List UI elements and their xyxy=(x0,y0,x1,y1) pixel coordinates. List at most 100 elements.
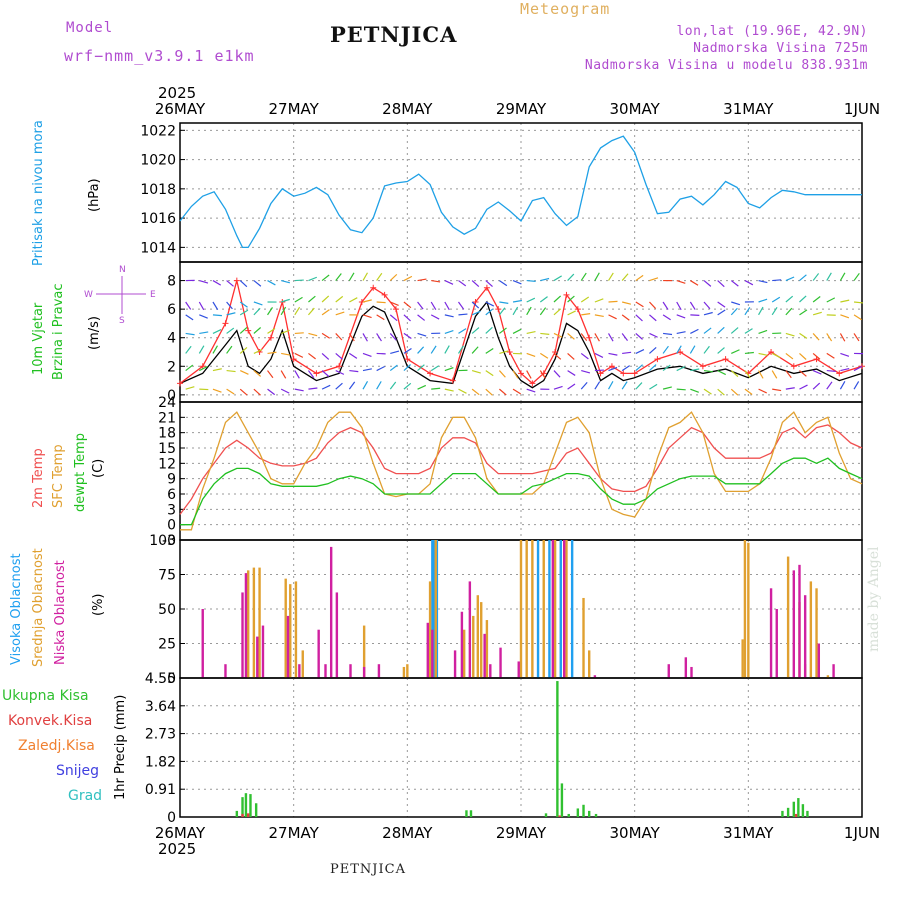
compass-e: E xyxy=(150,290,156,300)
wind-gust-marker xyxy=(427,370,434,377)
wind-arrow xyxy=(662,386,672,390)
wind-arrow xyxy=(676,314,686,319)
wind-arrow xyxy=(526,330,536,335)
wind-arrow xyxy=(499,301,509,304)
wind-arrow xyxy=(744,280,754,286)
cloud-bar xyxy=(258,567,261,678)
wind-arrow xyxy=(212,280,222,286)
wind-gust-marker xyxy=(472,299,479,305)
wind-arrow xyxy=(526,297,536,303)
cloud-bar xyxy=(402,666,406,678)
wind-arrow xyxy=(280,298,290,303)
wind-arrow xyxy=(758,279,768,284)
wind-arrow xyxy=(348,333,355,342)
wind-arrow xyxy=(444,301,450,311)
wind-arrow xyxy=(267,351,277,355)
wind-arrow xyxy=(758,298,768,303)
wind-arrow xyxy=(335,295,344,303)
temp-label-3: dewpt Temp xyxy=(73,433,88,512)
precip-bar xyxy=(797,798,800,817)
time-tick-top: 28MAY xyxy=(382,100,433,118)
wind-arrow xyxy=(799,370,807,377)
wind-arrow xyxy=(812,333,820,341)
precip-legend-convective: Konvek.Kisa xyxy=(8,713,92,729)
precip-bar xyxy=(576,808,580,817)
cloud-bar xyxy=(406,664,409,678)
pressure-ytick-label: 1020 xyxy=(140,153,176,169)
wind-arrow xyxy=(512,328,522,334)
wind-arrow xyxy=(649,347,657,354)
cloud-unit: (%) xyxy=(91,594,106,617)
wind-arrow xyxy=(785,295,794,303)
wind-arrow xyxy=(703,327,712,334)
cloud-bar xyxy=(499,647,502,678)
wind-gust-marker xyxy=(608,363,615,370)
wind-arrow xyxy=(567,352,575,360)
wind-arrow xyxy=(430,314,440,320)
wind-arrow xyxy=(267,280,276,286)
wind-arrow xyxy=(485,301,495,307)
wind-arrow xyxy=(581,369,591,374)
wind-arrow xyxy=(730,327,739,334)
wind-ytick-label: 2 xyxy=(167,359,176,375)
wind-arrow xyxy=(799,384,808,390)
lonlat-label: lon,lat (19.96E, 42.9N) xyxy=(676,24,868,39)
pressure-unit: (hPa) xyxy=(87,178,102,212)
wind-arrow xyxy=(744,328,753,334)
time-tick-top: 27MAY xyxy=(269,100,320,118)
cloud-bar xyxy=(286,615,290,678)
wind-arrow xyxy=(526,388,536,393)
cloud-bar xyxy=(817,643,821,678)
cloud-label-3: Niska Oblacnost xyxy=(53,560,68,665)
wind-arrow xyxy=(553,385,563,390)
wind-arrow xyxy=(280,388,290,394)
wind-arrow xyxy=(771,306,778,316)
precip-bar xyxy=(241,797,244,817)
wind-arrow xyxy=(812,311,822,316)
wind-arrow xyxy=(539,296,548,303)
wind-arrow xyxy=(485,280,493,287)
wind-arrow xyxy=(717,309,726,316)
precip-frame xyxy=(179,677,863,818)
wind-arrow xyxy=(690,328,699,334)
wind-arrow xyxy=(376,381,382,390)
wind-arrow xyxy=(485,388,493,396)
wind-arrow xyxy=(785,352,794,360)
wind-arrow xyxy=(730,280,739,287)
wind-arrow xyxy=(553,352,562,360)
wind-arrow xyxy=(840,352,850,357)
wind-arrow xyxy=(567,332,575,340)
wind-arrow xyxy=(199,331,209,335)
wind-arrow xyxy=(212,329,222,334)
wind-arrow xyxy=(540,277,550,282)
wind-arrow xyxy=(390,301,399,307)
cloud-bar xyxy=(329,546,333,678)
wind-ytick-label: 0 xyxy=(167,388,176,404)
cloud-ytick-label: 25 xyxy=(158,637,176,653)
wind-arrow xyxy=(403,275,413,282)
model-name: wrf−nmm_v3.9.1 e1km xyxy=(64,47,255,65)
wind-arrow xyxy=(253,348,263,354)
cloud-bar xyxy=(551,540,555,678)
wind-arrow xyxy=(512,299,523,303)
wind-arrow xyxy=(635,364,643,372)
cloud-bar xyxy=(298,664,301,678)
wind-arrow xyxy=(799,332,808,339)
wind-arrow xyxy=(826,272,832,281)
cloud-bar xyxy=(809,581,813,678)
wind-arrow xyxy=(185,301,192,310)
pressure-frame xyxy=(179,122,863,263)
cloud-bar xyxy=(769,588,773,678)
wind-arrow xyxy=(485,370,494,377)
wind-arrow xyxy=(471,310,481,316)
wind-arrow xyxy=(199,365,208,372)
wind-arrow xyxy=(635,301,644,308)
wind-arrow xyxy=(717,370,726,376)
wind-arrow xyxy=(853,272,860,281)
wind-arrow xyxy=(771,296,781,303)
cloud-bar xyxy=(485,620,489,678)
temp-ytick-label: 15 xyxy=(158,441,176,457)
cloud-bar xyxy=(690,666,693,678)
wind-arrow xyxy=(403,348,412,354)
cloud-ytick-label: 0 xyxy=(167,671,176,687)
